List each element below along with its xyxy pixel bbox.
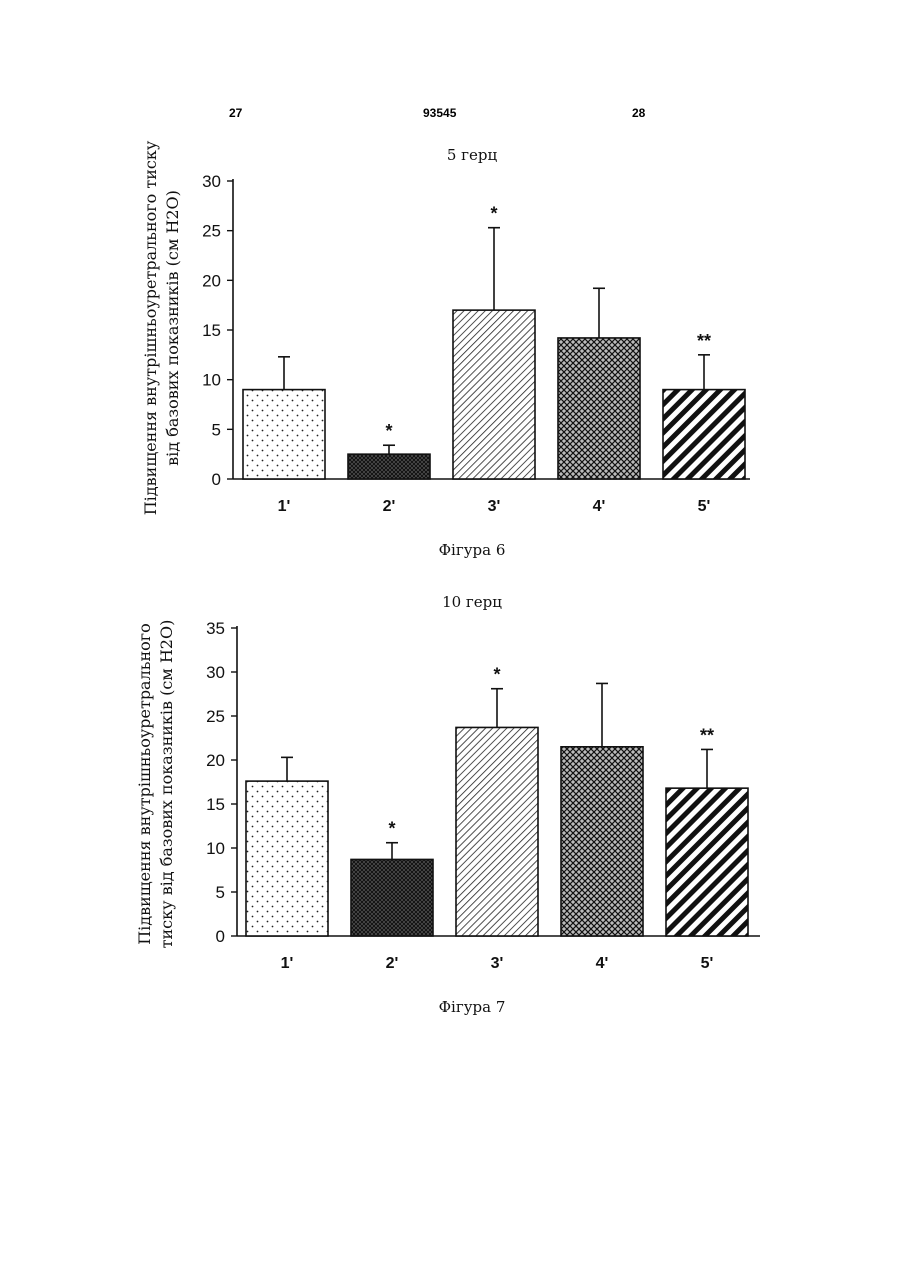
bar — [246, 781, 328, 936]
bar — [351, 859, 433, 936]
y-tick-label: 15 — [206, 795, 225, 814]
patent-number: 93545 — [423, 106, 456, 120]
chart-title: 5 герц — [447, 146, 498, 164]
y-axis-label-line: тиску від базових показників (см H2O) — [157, 620, 176, 949]
x-tick-label: 1' — [281, 955, 294, 972]
y-tick-label: 30 — [206, 663, 225, 682]
y-tick-label: 10 — [206, 839, 225, 858]
bar — [666, 788, 748, 936]
y-tick-label: 25 — [206, 707, 225, 726]
y-axis-label-line: від базових показників (см H2O) — [163, 190, 182, 466]
figure-caption: Фігура 6 — [439, 541, 506, 559]
x-tick-label: 4' — [596, 955, 609, 972]
bar — [561, 747, 643, 936]
x-tick-label: 1' — [278, 498, 291, 515]
y-tick-label: 30 — [202, 172, 221, 191]
y-tick-label: 0 — [212, 470, 221, 489]
x-tick-label: 3' — [491, 955, 504, 972]
figure-caption: Фігура 7 — [439, 998, 506, 1016]
page-number-right: 28 — [632, 106, 645, 120]
page-number-left: 27 — [229, 106, 242, 120]
bar — [348, 454, 430, 479]
y-tick-label: 0 — [216, 927, 225, 946]
chart-title: 10 герц — [442, 593, 502, 611]
y-tick-label: 5 — [212, 420, 221, 439]
y-tick-label: 35 — [206, 619, 225, 638]
x-tick-label: 2' — [383, 498, 396, 515]
bar — [663, 390, 745, 479]
y-axis-label: Підвищення внутрішньоуретральноготиску в… — [135, 620, 176, 949]
y-tick-label: 20 — [202, 271, 221, 290]
y-axis-label-line: Підвищення внутрішньоуретрального тиску — [141, 140, 160, 515]
y-tick-label: 15 — [202, 321, 221, 340]
bar — [456, 727, 538, 936]
y-tick-label: 25 — [202, 222, 221, 241]
y-axis-label: Підвищення внутрішньоуретрального тискув… — [141, 140, 182, 515]
significance-marker: * — [385, 421, 392, 441]
x-tick-label: 2' — [386, 955, 399, 972]
figure-6-svg: 5 герц Підвищення внутрішньоуретрального … — [120, 138, 765, 568]
figure-6-chart: 5 герц Підвищення внутрішньоуретрального … — [120, 138, 765, 568]
y-tick-label: 5 — [216, 883, 225, 902]
x-tick-label: 3' — [488, 498, 501, 515]
significance-marker: * — [388, 819, 395, 839]
x-tick-label: 4' — [593, 498, 606, 515]
figure-7-chart: 10 герц Підвищення внутрішньоуретрального… — [120, 584, 765, 1024]
significance-marker: * — [493, 665, 500, 685]
bar — [243, 390, 325, 479]
y-axis-label-line: Підвищення внутрішньоуретрального — [135, 623, 154, 945]
significance-marker: ** — [697, 331, 711, 351]
bar — [453, 310, 535, 479]
x-tick-label: 5' — [701, 955, 714, 972]
x-tick-label: 5' — [698, 498, 711, 515]
significance-marker: * — [490, 204, 497, 224]
y-tick-label: 10 — [202, 371, 221, 390]
figure-7-svg: 10 герц Підвищення внутрішньоуретрального… — [120, 584, 765, 1024]
significance-marker: ** — [700, 725, 714, 745]
y-tick-label: 20 — [206, 751, 225, 770]
bar — [558, 338, 640, 479]
